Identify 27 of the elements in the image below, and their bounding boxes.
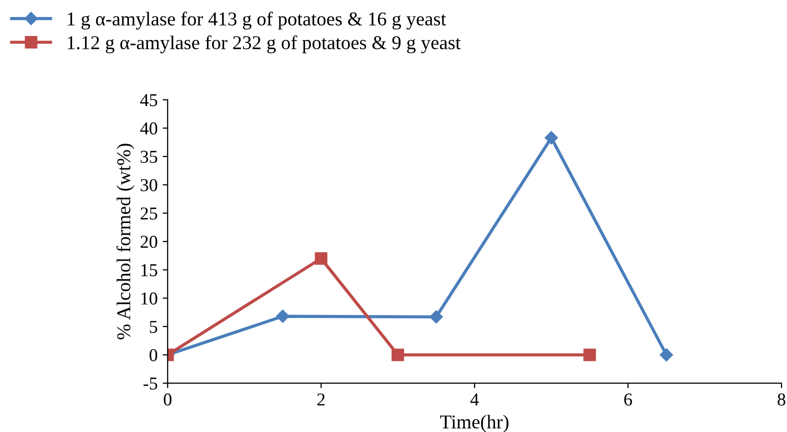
y-axis-title: % Alcohol formed (wt%)	[116, 144, 134, 340]
y-tick-label: -5	[144, 378, 158, 390]
y-tick-label: 0	[150, 349, 158, 362]
y-tick-label: 40	[140, 122, 158, 135]
y-tick-label: 15	[141, 264, 158, 276]
y-tick-label: 10	[141, 292, 158, 305]
point	[544, 131, 558, 144]
legend-label: 1 g α-amylase for 413 g of potatoes & 16 g yeast	[68, 12, 446, 30]
point	[392, 348, 404, 362]
point	[276, 310, 290, 323]
point	[660, 348, 673, 362]
x-axis-title: Time(hr)	[440, 414, 508, 432]
x-tick-label: 2	[317, 393, 325, 406]
point	[314, 252, 328, 265]
point	[583, 348, 596, 362]
x-tick-label: 8	[778, 393, 786, 406]
y-tick-label: 5	[150, 320, 158, 333]
x-tick-label: 4	[470, 394, 479, 406]
y-tick-label: 25	[140, 207, 158, 220]
x-tick-label: 0	[164, 393, 172, 406]
y-tick-label: 45	[140, 94, 158, 106]
y-tick-label: 35	[140, 150, 158, 163]
point	[430, 310, 443, 324]
x-tick-label: 6	[624, 393, 632, 406]
y-tick-label: 30	[140, 179, 158, 192]
y-tick-label: 20	[140, 236, 158, 248]
legend-label: 1.12 g α-amylase for 232 g of potatoes & 9 g yeast	[68, 35, 461, 54]
